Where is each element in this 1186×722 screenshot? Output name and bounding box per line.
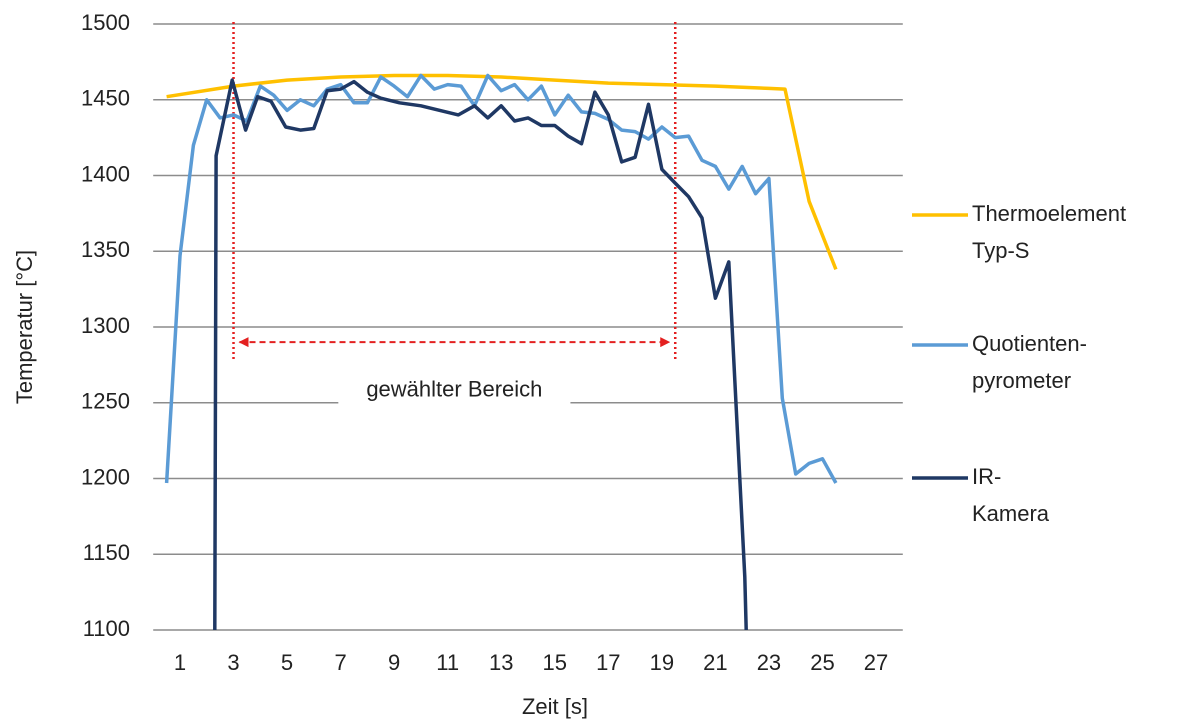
annotation-label: gewählter Bereich	[366, 377, 542, 402]
x-tick-label: 5	[281, 650, 293, 675]
x-tick-label: 19	[650, 650, 674, 675]
y-tick-label: 1100	[83, 616, 130, 641]
x-tick-label: 13	[489, 650, 513, 675]
annotation-background	[338, 399, 571, 406]
y-tick-label: 1200	[81, 464, 130, 489]
series-line	[213, 78, 748, 630]
y-tick-label: 1350	[81, 237, 130, 262]
y-tick-label: 1500	[81, 10, 130, 35]
series-line	[164, 73, 838, 484]
x-tick-label: 23	[757, 650, 781, 675]
x-tick-label: 7	[334, 650, 346, 675]
x-tick-label: 25	[810, 650, 834, 675]
x-tick-label: 1	[174, 650, 186, 675]
x-tick-label: 15	[543, 650, 567, 675]
legend-label: Quotienten-pyrometer	[972, 331, 1087, 393]
y-tick-label: 1400	[81, 161, 130, 186]
x-tick-label: 21	[703, 650, 727, 675]
x-tick-label: 3	[227, 650, 239, 675]
y-axis-title: Temperatur [°C]	[12, 250, 37, 404]
y-tick-label: 1250	[81, 389, 130, 414]
x-tick-label: 11	[436, 650, 459, 675]
y-tick-label: 1300	[81, 313, 130, 338]
x-axis-title: Zeit [s]	[522, 694, 588, 719]
x-tick-label: 17	[596, 650, 620, 675]
y-tick-label: 1150	[83, 540, 130, 565]
y-tick-label: 1450	[81, 86, 130, 111]
series-line	[166, 73, 838, 271]
x-tick-label: 27	[864, 650, 888, 675]
legend-label: Thermoelement Typ-S	[972, 201, 1126, 263]
x-tick-label: 9	[388, 650, 400, 675]
legend-label: IR-Kamera	[972, 464, 1050, 526]
